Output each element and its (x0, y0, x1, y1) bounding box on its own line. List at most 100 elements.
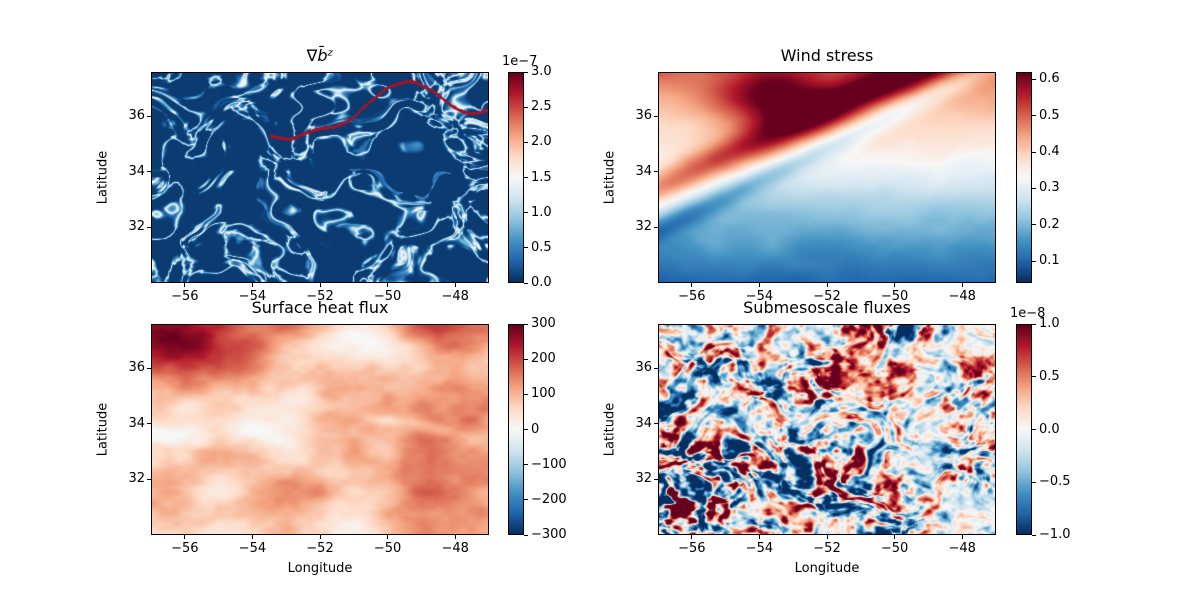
colorbar-tick-mark (1032, 224, 1036, 226)
colorbar-tick-mark (524, 282, 528, 284)
colorbar-tick-label: 0.5 (1039, 107, 1060, 123)
y-axis-label: Latitude (602, 402, 618, 456)
colorbar (1016, 324, 1032, 535)
colorbar-tick-mark (1032, 323, 1036, 325)
x-tick-label: −50 (373, 541, 402, 556)
x-tick-mark (319, 535, 321, 539)
colorbar-tick-label: 0.5 (531, 239, 552, 255)
x-tick-mark (184, 535, 186, 539)
x-tick-mark (894, 283, 896, 287)
colorbar-tick-mark (1032, 78, 1036, 80)
x-axis-label: Longitude (287, 561, 353, 576)
x-tick-mark (454, 535, 456, 539)
colorbar-tick-label: 300 (531, 316, 556, 331)
colorbar-tick-label: 100 (531, 386, 556, 402)
colorbar-exponent: 1e−7 (502, 54, 538, 69)
colorbar-tick-mark (1032, 187, 1036, 189)
y-tick-label: 36 (128, 360, 145, 376)
x-tick-mark (826, 535, 828, 539)
y-axis-label: Latitude (95, 402, 111, 456)
x-tick-mark (758, 283, 760, 287)
x-tick-label: −48 (441, 289, 469, 304)
chart-title: Submesoscale fluxes (743, 298, 911, 317)
x-tick-label: −52 (306, 289, 334, 304)
y-tick-mark (147, 423, 151, 425)
x-tick-label: −52 (813, 541, 841, 556)
x-tick-label: −50 (880, 541, 909, 556)
heatmap-plot (658, 72, 996, 283)
colorbar-tick-mark (524, 106, 528, 108)
x-tick-label: −56 (171, 289, 199, 304)
x-tick-mark (251, 535, 253, 539)
x-tick-mark (961, 535, 963, 539)
y-tick-mark (147, 171, 151, 173)
colorbar-tick-mark (524, 323, 528, 325)
colorbar-tick-mark (1032, 429, 1036, 430)
colorbar-tick-label: 0 (531, 421, 540, 437)
colorbar (1016, 72, 1032, 283)
y-tick-label: 34 (635, 163, 652, 179)
colorbar-tick-mark (1032, 534, 1036, 536)
y-tick-mark (654, 115, 658, 117)
colorbar-tick-mark (524, 464, 528, 466)
colorbar-tick-label: 1.0 (1039, 316, 1060, 331)
colorbar-gradient (509, 73, 523, 282)
colorbar-tick-mark (524, 141, 528, 143)
y-tick-label: 36 (635, 108, 652, 124)
colorbar-tick-label: 0.2 (1039, 216, 1060, 232)
x-tick-mark (691, 283, 693, 287)
y-tick-label: 34 (128, 163, 145, 179)
colorbar-tick-mark (524, 177, 528, 178)
y-tick-label: 36 (635, 360, 652, 376)
chart-title: ∇b̄ᶻ (306, 46, 334, 65)
colorbar-tick-label: 1.5 (531, 169, 552, 185)
colorbar-tick-label: −0.5 (1039, 474, 1071, 490)
x-tick-label: −54 (238, 289, 267, 304)
y-tick-label: 34 (128, 415, 145, 431)
colorbar-tick-label: 3.0 (531, 64, 552, 79)
x-tick-label: −54 (745, 289, 774, 304)
colorbar-gradient (1017, 325, 1031, 534)
colorbar-tick-label: −1.0 (1039, 527, 1071, 542)
y-tick-mark (654, 478, 658, 480)
y-tick-mark (147, 226, 151, 228)
colorbar-tick-label: −200 (531, 491, 567, 507)
x-tick-label: −54 (745, 541, 774, 556)
x-tick-mark (251, 283, 253, 287)
colorbar (508, 72, 524, 283)
chart-title: Surface heat flux (251, 298, 389, 317)
x-tick-mark (387, 283, 389, 287)
y-tick-label: 34 (635, 415, 652, 431)
colorbar-gradient (1017, 73, 1031, 282)
colorbar-tick-mark (524, 358, 528, 360)
heatmap-image (659, 73, 995, 282)
colorbar-tick-mark (524, 429, 528, 430)
colorbar-tick-label: 2.5 (531, 99, 552, 115)
heatmap-image (152, 73, 488, 282)
chart-title: Wind stress (780, 46, 874, 65)
heatmap-plot (151, 72, 489, 283)
x-tick-mark (691, 535, 693, 539)
colorbar-exponent: 1e−8 (1010, 306, 1046, 321)
y-tick-label: 32 (128, 471, 145, 487)
x-tick-mark (184, 283, 186, 287)
colorbar-tick-mark (1032, 260, 1036, 262)
colorbar-tick-label: 0.3 (1039, 180, 1060, 196)
y-tick-mark (147, 478, 151, 480)
y-tick-label: 32 (635, 219, 652, 235)
colorbar-tick-label: 0.5 (1039, 368, 1060, 384)
colorbar-tick-label: −300 (531, 527, 567, 542)
x-tick-mark (454, 283, 456, 287)
y-tick-mark (654, 171, 658, 173)
x-axis-label: Longitude (794, 561, 860, 576)
x-tick-label: −54 (238, 541, 267, 556)
x-tick-label: −48 (948, 289, 976, 304)
colorbar-tick-label: 200 (531, 351, 556, 367)
colorbar-tick-label: 0.6 (1039, 71, 1060, 87)
y-tick-mark (147, 367, 151, 369)
y-tick-label: 36 (128, 108, 145, 124)
colorbar-tick-label: 0.0 (1039, 421, 1060, 437)
colorbar-tick-mark (524, 534, 528, 536)
x-tick-mark (826, 283, 828, 287)
x-tick-label: −56 (171, 541, 199, 556)
